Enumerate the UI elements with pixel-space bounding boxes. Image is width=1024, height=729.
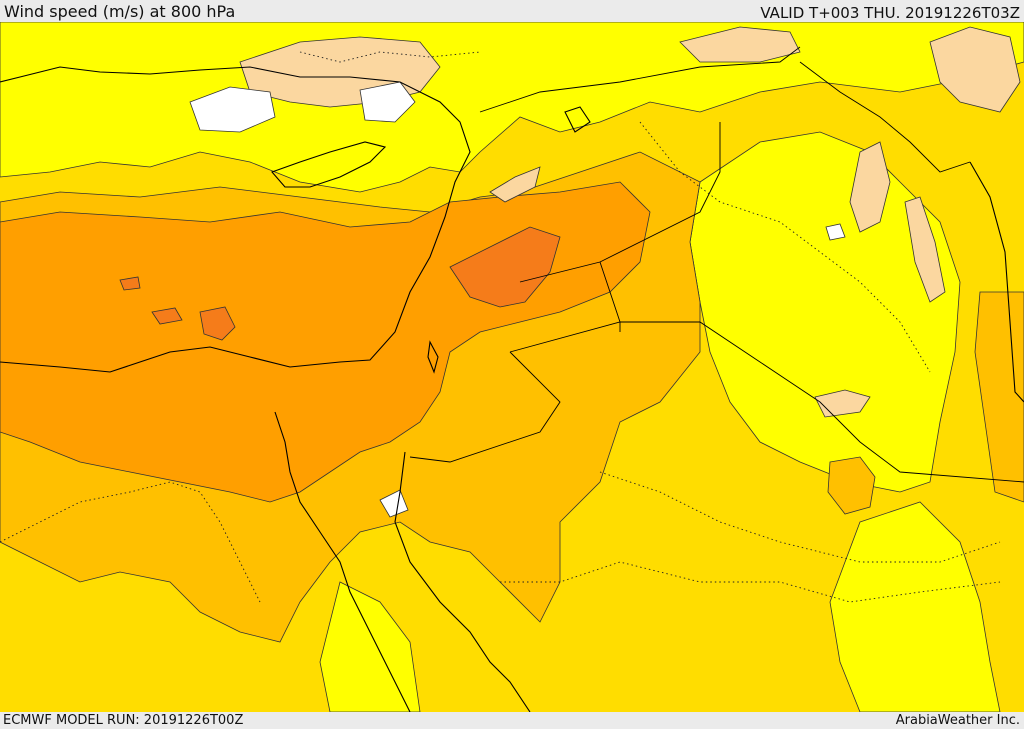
wind-speed-map[interactable] [0, 22, 1024, 712]
coastline-dead-sea [427, 340, 439, 374]
field-very-strong-levant [449, 226, 561, 308]
border-jordan-saudi [409, 351, 561, 463]
coastline-cyprus [271, 141, 387, 188]
field-light-levant [489, 166, 541, 203]
field-light-iraq2 [904, 196, 946, 303]
field-calm-turkey [189, 86, 276, 133]
border-saudi-iraq [509, 321, 1024, 483]
header-bar: Wind speed (m/s) at 800 hPa VALID T+003 … [0, 0, 1024, 22]
field-very-strong-med [199, 306, 236, 341]
valid-time-label: VALID T+003 THU. 20191226T03Z [760, 4, 1020, 22]
border-syria-jordan [519, 122, 721, 283]
field-calm-iraq [825, 223, 846, 241]
coastline-lake [564, 106, 591, 133]
border-dotted-turkey [299, 51, 481, 63]
coastline-gulf [969, 161, 1024, 403]
model-run-label: ECMWF MODEL RUN: 20191226T00Z [3, 713, 244, 728]
field-very-strong-med2 [151, 307, 183, 325]
border-syria-iraq [599, 261, 621, 332]
footer-bar: ECMWF MODEL RUN: 20191226T00Z ArabiaWeat… [0, 712, 1024, 729]
field-light-iraq [849, 141, 891, 233]
field-calm-turkey2 [359, 81, 416, 123]
credit-label: ArabiaWeather Inc. [895, 713, 1020, 728]
coastline-mediterranean [0, 66, 471, 373]
field-fresh-blob [827, 456, 876, 515]
map-canvas [0, 22, 1024, 712]
field-light-iran [679, 26, 801, 63]
border-dotted-saudi2 [599, 471, 1001, 563]
field-weak-southeast [829, 501, 1001, 712]
border-iraq-iran [799, 61, 971, 173]
coastline-red-sea-east [394, 451, 531, 712]
border-dotted-egypt [0, 481, 261, 603]
field-light-ne [929, 26, 1021, 113]
field-weak-redsea [319, 581, 421, 712]
border-dotted-iraq [639, 121, 931, 373]
map-title: Wind speed (m/s) at 800 hPa [4, 2, 236, 21]
border-syria-turkey [479, 46, 801, 113]
coastline-red-sea-west [274, 411, 411, 712]
field-very-strong-small [119, 276, 141, 291]
field-calm-sinai [379, 489, 409, 518]
